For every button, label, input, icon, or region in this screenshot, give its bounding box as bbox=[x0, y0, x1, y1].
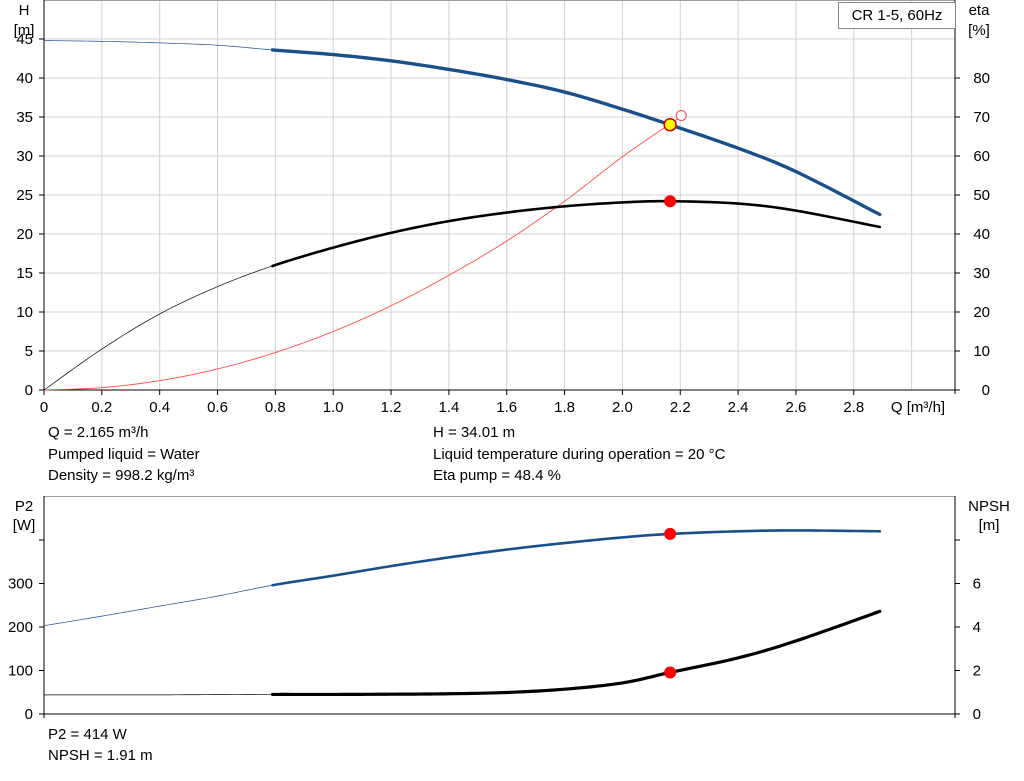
info-density: Density = 998.2 kg/m³ bbox=[48, 467, 195, 484]
npsh-tick-label: 0 bbox=[973, 706, 981, 723]
y-left-tick-label: 45 bbox=[16, 31, 33, 48]
p2-tick-label: 300 bbox=[8, 576, 33, 593]
y-left-tick-label: 0 bbox=[25, 382, 33, 399]
p2-tick-label: 200 bbox=[8, 619, 33, 636]
npsh-curve bbox=[270, 609, 882, 697]
y-right-tick-label: 60 bbox=[973, 148, 990, 165]
y-left-tick-label: 35 bbox=[16, 109, 33, 126]
x-tick-label: 2.0 bbox=[612, 399, 633, 416]
x-tick-label: 1.2 bbox=[381, 399, 402, 416]
chart-title: CR 1-5, 60Hz bbox=[838, 2, 956, 29]
y-left-tick-label: 40 bbox=[16, 70, 33, 87]
y-right-tick-label: 50 bbox=[973, 187, 990, 204]
y-left-tick-label: 25 bbox=[16, 187, 33, 204]
eta-curve-extrapolated bbox=[43, 265, 273, 391]
p2-operating-point bbox=[664, 527, 677, 540]
x-tick-label: 0.6 bbox=[207, 399, 228, 416]
x-tick-label: 1.0 bbox=[323, 399, 344, 416]
y-right-tick-label: 70 bbox=[973, 109, 990, 126]
y-right-tick-label: 40 bbox=[973, 226, 990, 243]
y-left-tick-label: 20 bbox=[16, 226, 33, 243]
info-p2: P2 = 414 W bbox=[48, 726, 127, 743]
info-liquid: Pumped liquid = Water bbox=[48, 446, 200, 463]
info-temperature: Liquid temperature during operation = 20… bbox=[433, 446, 726, 463]
npsh-tick-label: 6 bbox=[973, 576, 981, 593]
info-head: H = 34.01 m bbox=[433, 424, 516, 441]
npsh-operating-point bbox=[664, 666, 677, 679]
system-curve bbox=[43, 116, 681, 391]
x-tick-label: 1.6 bbox=[496, 399, 517, 416]
head-curve-extrapolated bbox=[43, 40, 273, 51]
x-tick-label: 0.4 bbox=[149, 399, 170, 416]
y-right-tick-label: 80 bbox=[973, 70, 990, 87]
y-left-tick-label: 15 bbox=[16, 265, 33, 282]
x-tick-label: 1.8 bbox=[554, 399, 575, 416]
system-end-marker bbox=[675, 109, 687, 121]
y-left-axis-label: H bbox=[19, 2, 30, 19]
y-left-tick-label: 30 bbox=[16, 148, 33, 165]
y-right-tick-label: 20 bbox=[973, 304, 990, 321]
p2-axis-label: P2 bbox=[15, 498, 33, 515]
x-tick-label: 2.8 bbox=[843, 399, 864, 416]
y-left-tick-label: 5 bbox=[25, 343, 33, 360]
npsh-axis-unit: [m] bbox=[979, 517, 1000, 534]
npsh-tick-label: 2 bbox=[973, 663, 981, 680]
y-left-axis-unit: [m] bbox=[14, 22, 35, 39]
info-npsh: NPSH = 1.91 m bbox=[48, 747, 153, 764]
x-tick-label: 0.8 bbox=[265, 399, 286, 416]
info-eta: Eta pump = 48.4 % bbox=[433, 467, 561, 484]
npsh-tick-label: 4 bbox=[973, 619, 981, 636]
plot-frame-lower bbox=[43, 496, 956, 715]
y-right-axis-label: eta bbox=[969, 2, 991, 19]
eta-curve bbox=[271, 199, 882, 268]
p2-axis-unit: [W] bbox=[13, 517, 36, 534]
y-left-tick-label: 10 bbox=[16, 304, 33, 321]
x-tick-label: 0 bbox=[40, 399, 48, 416]
p2-tick-label: 0 bbox=[25, 706, 33, 723]
head-curve bbox=[270, 48, 882, 217]
p2-tick-label: 100 bbox=[8, 663, 33, 680]
head-operating-point bbox=[663, 117, 677, 132]
y-right-axis-unit: [%] bbox=[968, 22, 990, 39]
y-right-tick-label: 30 bbox=[973, 265, 990, 282]
y-right-tick-label: 10 bbox=[973, 343, 990, 360]
p2-curve-extrapolated bbox=[43, 584, 273, 627]
eta-operating-point bbox=[664, 195, 677, 208]
x-axis-label: Q [m³/h] bbox=[891, 399, 945, 416]
x-tick-label: 2.2 bbox=[670, 399, 691, 416]
x-tick-label: 0.2 bbox=[91, 399, 112, 416]
x-tick-label: 2.4 bbox=[728, 399, 749, 416]
info-flow: Q = 2.165 m³/h bbox=[48, 424, 149, 441]
x-tick-label: 1.4 bbox=[438, 399, 459, 416]
x-tick-label: 2.6 bbox=[786, 399, 807, 416]
npsh-axis-label: NPSH bbox=[968, 498, 1010, 515]
y-right-tick-label: 0 bbox=[982, 382, 990, 399]
p2-curve bbox=[271, 529, 882, 587]
